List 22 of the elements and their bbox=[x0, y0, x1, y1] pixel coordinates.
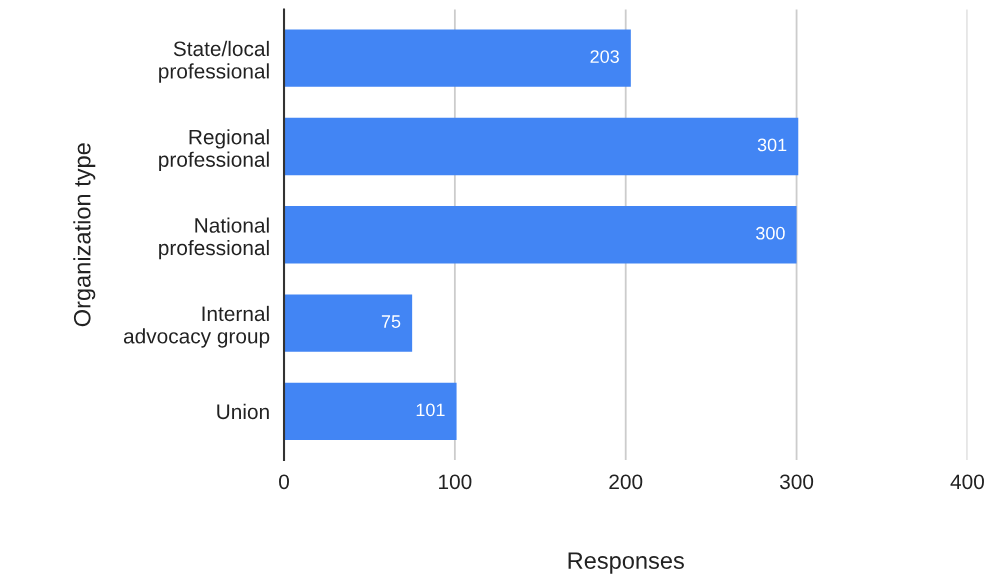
y-tick-label: Union bbox=[217, 403, 269, 420]
bar bbox=[284, 117, 799, 176]
data-label: 203 bbox=[590, 50, 619, 63]
y-axis-title: Organization type bbox=[73, 143, 96, 327]
bar bbox=[284, 206, 797, 264]
bar bbox=[284, 294, 413, 352]
data-label: 101 bbox=[416, 403, 445, 417]
x-axis-title: Responses bbox=[568, 552, 684, 574]
x-tick-label: 100 bbox=[439, 474, 472, 490]
x-tick-label: 400 bbox=[950, 474, 984, 490]
y-tick-label: Regional professional bbox=[159, 129, 269, 172]
data-label: 301 bbox=[757, 138, 787, 152]
x-tick-label: 200 bbox=[609, 474, 643, 490]
y-tick-label: Internal advocacy group bbox=[123, 305, 270, 348]
y-tick-label: National professional bbox=[159, 217, 269, 260]
y-tick-label: State/local professional bbox=[159, 40, 269, 83]
x-tick-label: 0 bbox=[279, 474, 289, 490]
bar bbox=[284, 29, 631, 87]
data-label: 75 bbox=[381, 315, 401, 328]
bar bbox=[284, 382, 457, 441]
x-tick-label: 300 bbox=[779, 474, 814, 490]
data-label: 300 bbox=[756, 226, 785, 240]
